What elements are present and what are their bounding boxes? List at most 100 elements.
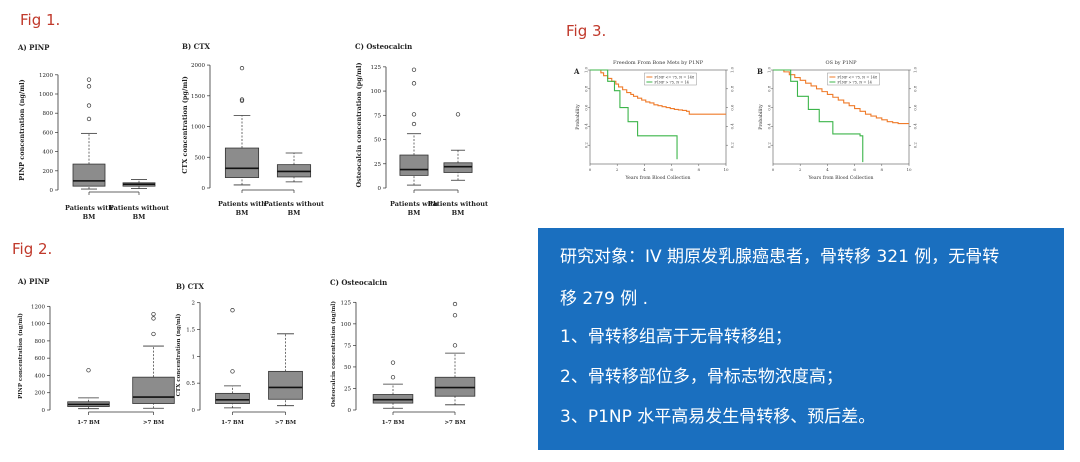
category-label: Patients without BM (109, 204, 169, 221)
legend-label: P1NP <= 75, N = 148 (654, 75, 694, 79)
summary-line-2: 移 279 例 . (560, 289, 649, 309)
fig1b-chart: B) CTX 0 500 1000 1500 2000 CTX concentration … (181, 42, 324, 217)
box (224, 147, 260, 178)
category-label: 1-7 BM (77, 420, 100, 426)
box (399, 154, 429, 176)
outlier-point (452, 301, 458, 307)
y-tick-label: 0.8 (584, 85, 589, 92)
y-tick-label: 1200 (39, 73, 53, 79)
fig1a-chart: A) PINP 0 200 400 600 800 1000 1200 PINP concent… (17, 43, 169, 221)
category-label: Patients with BM (65, 204, 113, 221)
y-axis-label: Osteocalcin concentration (pg/ml) (355, 62, 363, 187)
fig2b-chart: B) CTX 0 0.5 1 1.5 2 CTX concentration (ng/ml)… (175, 282, 303, 426)
y-tick-label: 50 (374, 138, 381, 144)
x-tick-label: 10 (723, 167, 729, 172)
summary-line-3: 1、骨转移组高于无骨转移组； (560, 327, 792, 347)
y-tick-label: 1 (192, 354, 196, 360)
y-tick-label: 125 (341, 300, 352, 306)
category-label: >7 BM (275, 420, 296, 426)
fig2c-chart: C) Osteocalcin 0 25 50 75 100 125 Osteocalcin c… (330, 278, 476, 426)
y-tick-label: 600 (43, 130, 54, 136)
y-tick-label: 1.5 (186, 328, 195, 334)
category-label: 1-7 BM (221, 420, 244, 426)
y-tick-label: 500 (195, 155, 206, 161)
y-axis-label: PINP concentration (ng/ml) (17, 313, 24, 399)
outlier-point (86, 84, 92, 89)
y-tick-label: 0 (202, 186, 206, 192)
y-tick-label: 1200 (31, 304, 45, 310)
y-tick-label: 0.2 (767, 142, 772, 149)
y-tick-label: 0 (378, 186, 382, 192)
outlier-point (86, 103, 92, 108)
y-tick-label: 0.8 (767, 85, 772, 92)
summary-line-5: 3、P1NP 水平高易发生骨转移、预后差。 (560, 407, 876, 427)
panel-letter: B (757, 67, 763, 76)
x-tick-label: 8 (698, 167, 701, 172)
y-tick-label: 600 (35, 356, 46, 362)
x-tick-label: 2 (616, 167, 619, 172)
y-tick-label-right: 0.2 (730, 142, 735, 149)
y-tick-label-right: 0.6 (913, 104, 918, 111)
y-tick-label: 50 (344, 365, 351, 371)
plot-frame (772, 69, 910, 165)
y-tick-label: 75 (374, 113, 381, 119)
y-axis-label: Probability (758, 104, 764, 130)
y-tick-label: 25 (374, 162, 381, 168)
y-tick-label-right: 0.2 (913, 142, 918, 149)
y-tick-label: 1.0 (767, 66, 772, 73)
y-tick-label-right: 1.0 (913, 66, 918, 73)
x-tick-label: 8 (881, 167, 884, 172)
category-label: >7 BM (444, 420, 465, 426)
category-label: 1-7 BM (382, 420, 405, 426)
box (434, 376, 476, 397)
y-tick-label: 0 (42, 408, 46, 414)
outlier-point (86, 368, 91, 373)
legend-label: P1NP > 75, N = 14 (837, 80, 872, 84)
category-label: Patients without BM (428, 200, 488, 217)
category-label: >7 BM (143, 420, 164, 426)
fig3a-chart: Freedom From Bone Mets by P1NP A 0.2 0.2 0.4… (573, 60, 735, 181)
box (372, 394, 414, 404)
y-axis-label: Probability (575, 104, 581, 130)
y-tick-label: 0.6 (584, 104, 589, 111)
y-tick-label: 25 (344, 386, 351, 392)
fig1-label: Fig 1. (20, 11, 61, 29)
y-tick-label: 1000 (191, 125, 205, 131)
category-label: Patients with BM (218, 200, 266, 217)
fig3b-chart: OS by P1NP B 0.2 0.2 0.4 0.4 0.6 0.6 0.8 0.8 1.0 1.… (757, 60, 918, 181)
summary-line-1: 研究对象：IV 期原发乳腺癌患者，骨转移 321 例，无骨转 (560, 247, 1000, 267)
y-tick-label: 400 (35, 373, 46, 379)
fig3-label: Fig 3. (566, 22, 607, 40)
x-tick-label: 10 (906, 167, 912, 172)
x-tick-label: 6 (670, 167, 673, 172)
y-tick-label: 400 (43, 150, 54, 156)
chart-title: Freedom From Bone Mets by P1NP (613, 60, 704, 66)
y-tick-label: 125 (371, 65, 382, 71)
chart-title: A) PINP (17, 277, 50, 286)
outlier-point (390, 375, 396, 380)
outlier-point (86, 77, 92, 82)
legend-label: P1NP <= 75, N = 148 (837, 75, 877, 79)
y-tick-label: 0.4 (584, 123, 589, 130)
y-tick-label: 2000 (191, 63, 205, 69)
outlier-point (239, 65, 245, 71)
box (72, 163, 106, 187)
y-tick-label: 1.0 (584, 66, 589, 73)
y-tick-label: 200 (43, 169, 54, 175)
x-tick-label: 4 (643, 167, 646, 172)
outlier-point (151, 331, 156, 337)
y-tick-label: 0 (50, 188, 54, 194)
y-tick-label: 200 (35, 391, 46, 397)
outlier-point (151, 316, 156, 321)
fig2a-chart: A) PINP 0 200 400 600 800 1000 1200 PINP concent… (17, 277, 175, 426)
x-axis-label: Years from Blood Collection (625, 175, 691, 181)
y-tick-label: 1500 (191, 94, 205, 100)
outlier-point (230, 308, 235, 313)
chart-title: A) PINP (17, 43, 50, 52)
outlier-point (452, 343, 458, 348)
y-tick-label: 100 (371, 89, 382, 95)
y-tick-label-right: 0.8 (730, 85, 735, 92)
category-label: Patients without BM (264, 200, 324, 217)
outlier-point (411, 67, 417, 72)
